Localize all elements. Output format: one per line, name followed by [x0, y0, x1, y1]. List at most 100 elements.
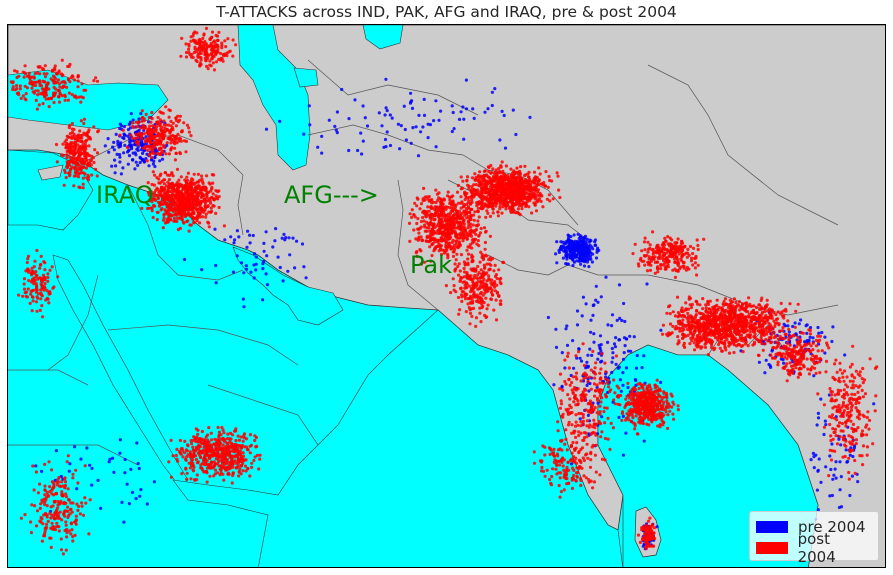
- pre-2004-point: [617, 415, 621, 419]
- post-2004-point: [203, 40, 207, 44]
- post-2004-point: [534, 209, 539, 213]
- pre-2004-point: [624, 431, 628, 435]
- post-2004-point: [183, 439, 187, 443]
- map-frame[interactable]: IRAQ AFG---> Pak: [7, 24, 886, 568]
- pre-2004-point: [610, 370, 614, 375]
- post-2004-point: [217, 30, 221, 34]
- post-2004-point: [461, 239, 465, 243]
- pre-2004-point: [437, 118, 441, 122]
- pre-2004-point: [576, 250, 580, 254]
- pre-2004-point: [99, 506, 103, 510]
- pre-2004-point: [251, 233, 255, 238]
- post-2004-point: [427, 209, 431, 213]
- post-2004-point: [36, 93, 40, 97]
- post-2004-point: [202, 458, 206, 462]
- pre-2004-point: [599, 295, 603, 299]
- pre-2004-point: [118, 155, 122, 159]
- post-2004-point: [199, 62, 203, 67]
- pre-2004-point: [579, 262, 583, 266]
- post-2004-point: [410, 215, 414, 219]
- post-2004-point: [197, 38, 201, 42]
- pre-2004-point: [428, 123, 432, 127]
- post-2004-point: [456, 225, 460, 229]
- post-2004-point: [434, 188, 438, 192]
- pre-2004-point: [619, 389, 623, 393]
- post-2004-point: [131, 124, 135, 128]
- post-2004-point: [186, 453, 190, 457]
- post-2004-point: [76, 74, 80, 78]
- post-2004-point: [536, 188, 541, 192]
- post-2004-point: [155, 134, 159, 138]
- post-2004-point: [459, 187, 463, 191]
- pre-2004-point: [585, 360, 589, 364]
- post-2004-point: [489, 178, 493, 182]
- pre-2004-point: [585, 383, 589, 387]
- post-2004-point: [245, 447, 249, 452]
- post-2004-point: [169, 438, 173, 442]
- post-2004-point: [204, 186, 208, 190]
- post-2004-point: [199, 201, 203, 205]
- post-2004-point: [455, 235, 459, 240]
- pre-2004-point: [588, 249, 592, 253]
- post-2004-point: [473, 193, 477, 197]
- pre-2004-point: [793, 321, 797, 325]
- post-2004-point: [92, 160, 96, 165]
- post-2004-point: [477, 234, 481, 238]
- post-2004-point: [455, 212, 459, 216]
- post-2004-point: [538, 191, 542, 195]
- post-2004-point: [162, 123, 166, 127]
- pre-2004-point: [291, 236, 295, 240]
- post-2004-point: [63, 98, 67, 102]
- post-2004-point: [86, 178, 91, 182]
- post-2004-point: [70, 122, 74, 126]
- post-2004-point: [438, 205, 443, 209]
- pre-2004-point: [845, 460, 849, 464]
- post-2004-point: [530, 192, 535, 196]
- post-2004-point: [36, 65, 40, 69]
- post-2004-point: [480, 191, 484, 195]
- post-2004-point: [464, 310, 468, 314]
- pre-2004-point: [569, 255, 573, 260]
- pre-2004-point: [385, 109, 389, 113]
- post-2004-point: [419, 225, 423, 229]
- pre-2004-point: [555, 261, 559, 265]
- pre-2004-point: [816, 416, 821, 420]
- post-2004-point: [158, 118, 162, 122]
- pre-2004-point: [486, 107, 490, 111]
- map-canvas[interactable]: [8, 25, 886, 568]
- post-2004-point: [464, 281, 469, 285]
- post-2004-point: [462, 266, 466, 271]
- pre-2004-point: [812, 374, 816, 378]
- pre-2004-point: [410, 99, 414, 103]
- post-2004-point: [77, 152, 81, 156]
- post-2004-point: [482, 226, 487, 230]
- post-2004-point: [239, 445, 244, 450]
- pre-2004-point: [582, 264, 587, 268]
- pre-2004-point: [622, 351, 626, 355]
- post-2004-point: [191, 38, 196, 42]
- pre-2004-point: [139, 488, 143, 492]
- post-2004-point: [73, 145, 77, 149]
- pre-2004-point: [85, 446, 89, 450]
- post-2004-point: [461, 221, 465, 225]
- pre-2004-point: [816, 508, 820, 512]
- post-2004-point: [514, 197, 518, 201]
- pre-2004-point: [115, 152, 119, 156]
- post-2004-point: [229, 457, 234, 461]
- post-2004-point: [513, 201, 517, 206]
- post-2004-point: [459, 175, 463, 179]
- pre-2004-point: [273, 239, 277, 243]
- post-2004-point: [174, 124, 178, 128]
- post-2004-point: [21, 94, 25, 98]
- post-2004-point: [511, 185, 515, 189]
- post-2004-point: [198, 49, 202, 53]
- post-2004-point: [255, 444, 259, 448]
- pre-2004-point: [335, 131, 339, 135]
- post-2004-point: [82, 117, 87, 121]
- pre-2004-point: [565, 343, 570, 347]
- pre-2004-point: [633, 378, 638, 382]
- post-2004-point: [202, 470, 206, 474]
- post-2004-point: [192, 220, 196, 224]
- pre-2004-point: [138, 160, 142, 165]
- post-2004-point: [252, 458, 256, 463]
